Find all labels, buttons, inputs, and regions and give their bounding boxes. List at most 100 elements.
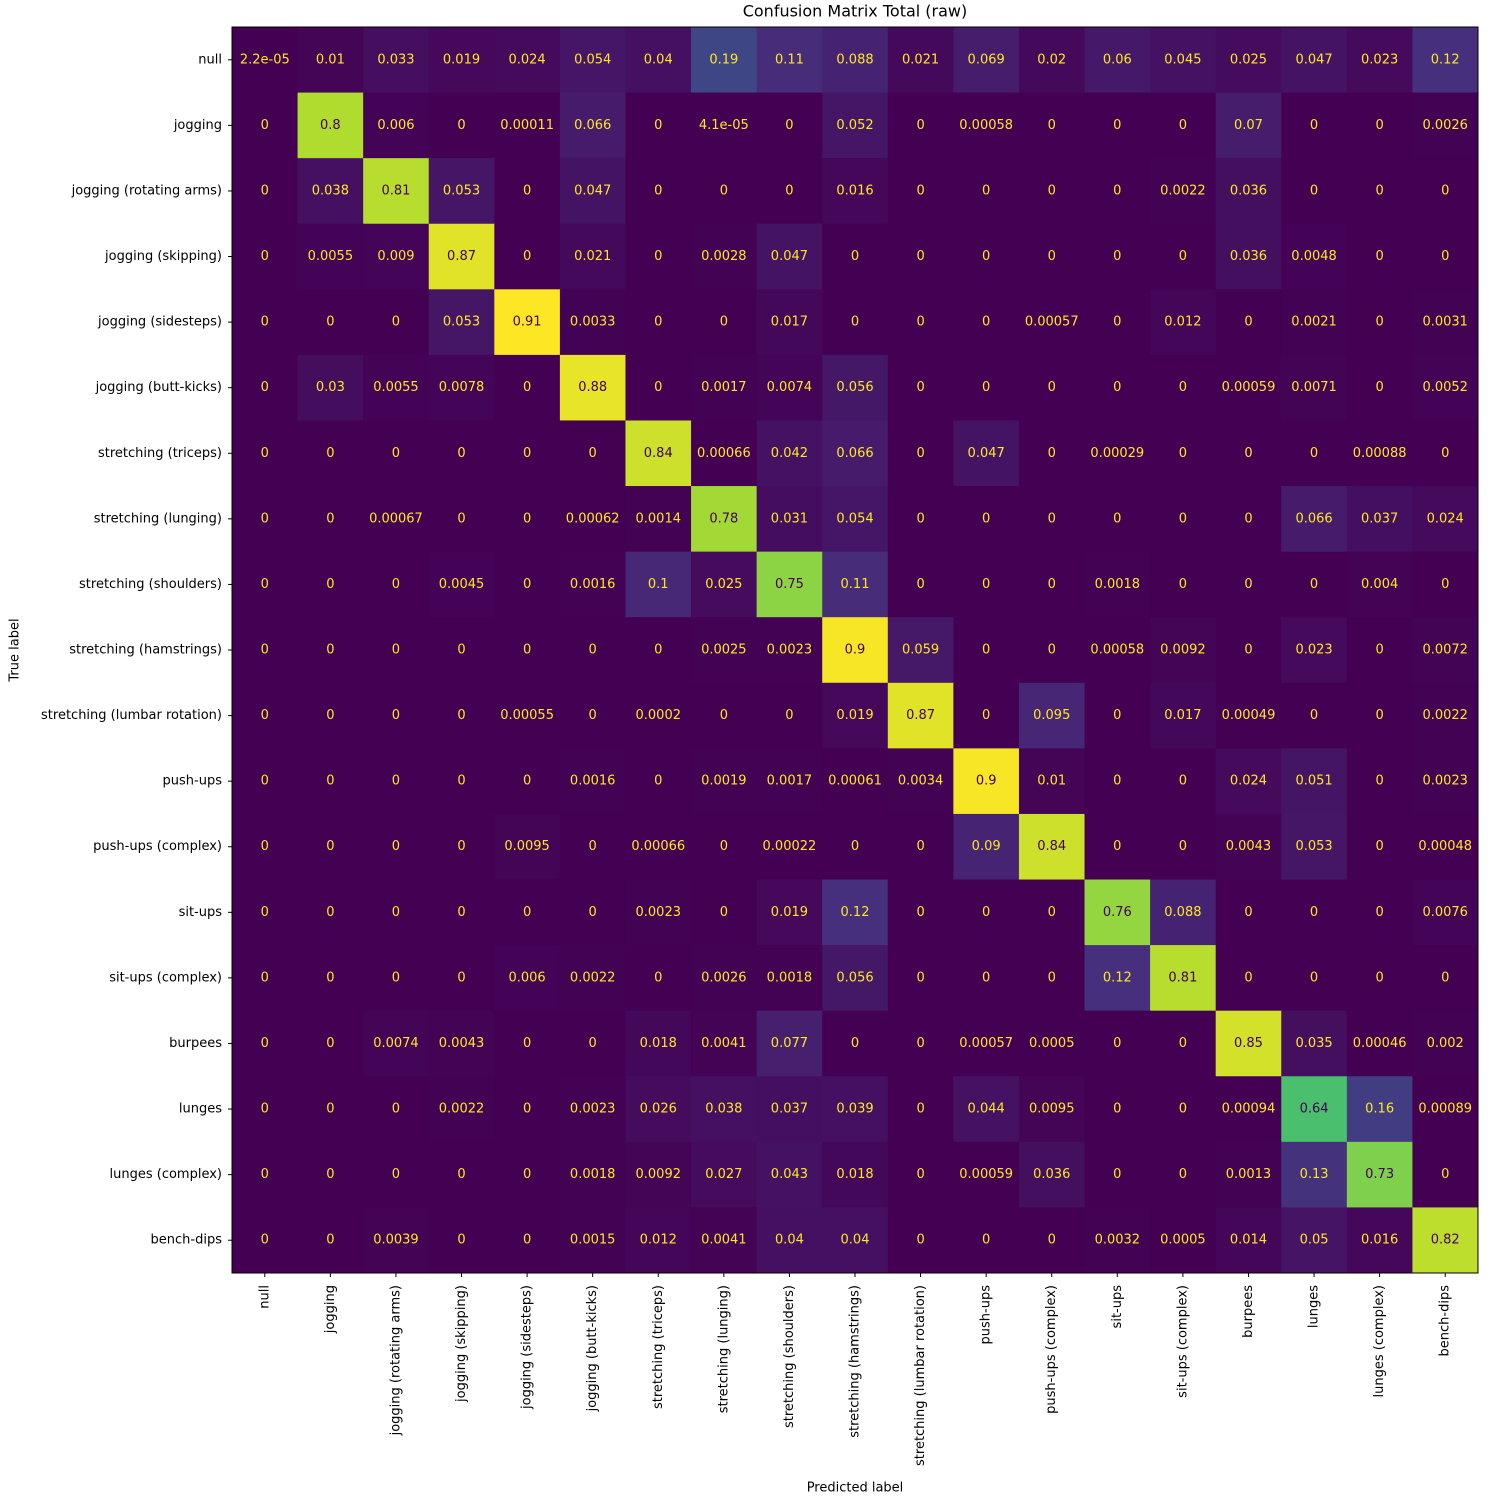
cell-label: 0: [1113, 511, 1121, 526]
y-tick-label: null: [198, 52, 222, 67]
cell-label: 0.00089: [1418, 1102, 1472, 1117]
cell-label: 0: [326, 1036, 334, 1051]
heatmap-cell: [1281, 158, 1348, 225]
heatmap-cell: [1084, 682, 1151, 749]
cell-label: 0: [589, 446, 597, 461]
cell-label: 0: [392, 643, 400, 658]
cell-label: 0.12: [1431, 52, 1460, 67]
cell-label: 0: [916, 1167, 924, 1182]
cell-label: 0.026: [640, 1102, 677, 1117]
cell-label: 0.0028: [701, 249, 747, 264]
cell-label: 0.053: [443, 315, 480, 330]
heatmap-cell: [887, 1076, 954, 1143]
cell-label: 0.006: [377, 118, 414, 133]
heatmap-cell: [887, 158, 954, 225]
cell-label: 0: [261, 1036, 269, 1051]
cell-label: 0.03: [316, 380, 345, 395]
cell-label: 0: [1310, 708, 1318, 723]
cell-label: 0.9: [845, 643, 866, 658]
cell-label: 0.04: [775, 1233, 804, 1248]
cell-label: 0.00058: [1090, 643, 1144, 658]
cell-label: 0: [654, 970, 662, 985]
heatmap-cell: [1346, 879, 1413, 946]
cell-label: 0.00058: [959, 118, 1013, 133]
cell-label: 0: [1113, 774, 1121, 789]
heatmap-cell: [559, 1010, 626, 1077]
heatmap-cell: [1346, 1141, 1413, 1208]
heatmap-cell: [691, 551, 758, 618]
heatmap-cell: [1346, 223, 1413, 290]
cell-label: 0: [392, 1102, 400, 1117]
cell-label: 0.0055: [373, 380, 419, 395]
heatmap-cell: [756, 813, 823, 881]
cell-label: 0.0022: [439, 1102, 485, 1117]
cell-label: 0: [1375, 905, 1383, 920]
cell-label: 0.00059: [1222, 380, 1276, 395]
heatmap-cell: [494, 223, 561, 290]
cell-label: 2.2e-05: [240, 52, 290, 67]
cell-label: 0.088: [1164, 905, 1201, 920]
heatmap-cell: [1281, 354, 1348, 421]
heatmap-cell: [428, 813, 495, 881]
cell-label: 0: [1310, 577, 1318, 592]
cell-label: 0.0076: [1422, 905, 1468, 920]
cell-label: 0.00022: [763, 839, 817, 854]
heatmap-cell: [232, 289, 299, 356]
heatmap-cell: [363, 879, 430, 946]
heatmap-cell: [691, 223, 758, 290]
cell-label: 0: [457, 839, 465, 854]
heatmap-cell: [363, 158, 430, 225]
heatmap-cell: [953, 617, 1020, 684]
heatmap-cell: [232, 617, 299, 684]
y-tick-label: push-ups: [163, 774, 223, 789]
cell-label: 0: [1244, 905, 1252, 920]
cell-label: 0: [1310, 905, 1318, 920]
heatmap-cell: [756, 223, 823, 290]
heatmap-cell: [428, 551, 495, 618]
cell-label: 0.0019: [701, 774, 747, 789]
cell-label: 0: [261, 118, 269, 133]
heatmap-cell: [297, 354, 364, 421]
heatmap-cell: [822, 486, 889, 553]
cell-label: 0: [982, 183, 990, 198]
cell-label: 0: [654, 249, 662, 264]
cell-label: 0: [1310, 118, 1318, 133]
cell-label: 0.88: [578, 380, 607, 395]
heatmap-cell: [691, 92, 758, 159]
heatmap-cell: [1412, 1141, 1479, 1208]
heatmap-cell: [625, 1207, 692, 1274]
heatmap-cell: [1412, 486, 1479, 553]
heatmap-cell: [625, 1141, 692, 1208]
heatmap-cell: [625, 813, 692, 881]
cell-label: 0.0078: [439, 380, 485, 395]
heatmap-cell: [1346, 27, 1413, 94]
cell-label: 0: [1441, 183, 1449, 198]
heatmap-cell: [756, 420, 823, 487]
heatmap-cell: [428, 27, 495, 94]
heatmap-cell: [494, 551, 561, 618]
heatmap-cell: [756, 879, 823, 946]
cell-label: 0.0039: [373, 1233, 419, 1248]
heatmap-cell: [1215, 682, 1282, 749]
heatmap-cell: [232, 92, 299, 159]
heatmap-cell: [297, 486, 364, 553]
cell-label: 0.73: [1365, 1167, 1394, 1182]
cell-label: 0.0072: [1422, 643, 1468, 658]
cell-label: 0.9: [976, 774, 997, 789]
cell-label: 0.00059: [959, 1167, 1013, 1182]
cell-label: 0.81: [1168, 970, 1197, 985]
cell-label: 0.012: [640, 1233, 677, 1248]
cell-label: 0.84: [1037, 839, 1066, 854]
heatmap-cell: [1150, 813, 1217, 881]
heatmap-cell: [232, 354, 299, 421]
heatmap-cell: [363, 551, 430, 618]
cell-label: 0.0022: [1422, 708, 1468, 723]
cell-label: 0.0071: [1291, 380, 1337, 395]
heatmap-cell: [1281, 1076, 1348, 1143]
heatmap-cell: [822, 1207, 889, 1274]
x-tick-label: stretching (lunging): [716, 1285, 731, 1413]
heatmap-cell: [232, 748, 299, 815]
cell-label: 0.0017: [767, 774, 813, 789]
heatmap-cell: [953, 420, 1020, 487]
cell-label: 0.038: [312, 183, 349, 198]
